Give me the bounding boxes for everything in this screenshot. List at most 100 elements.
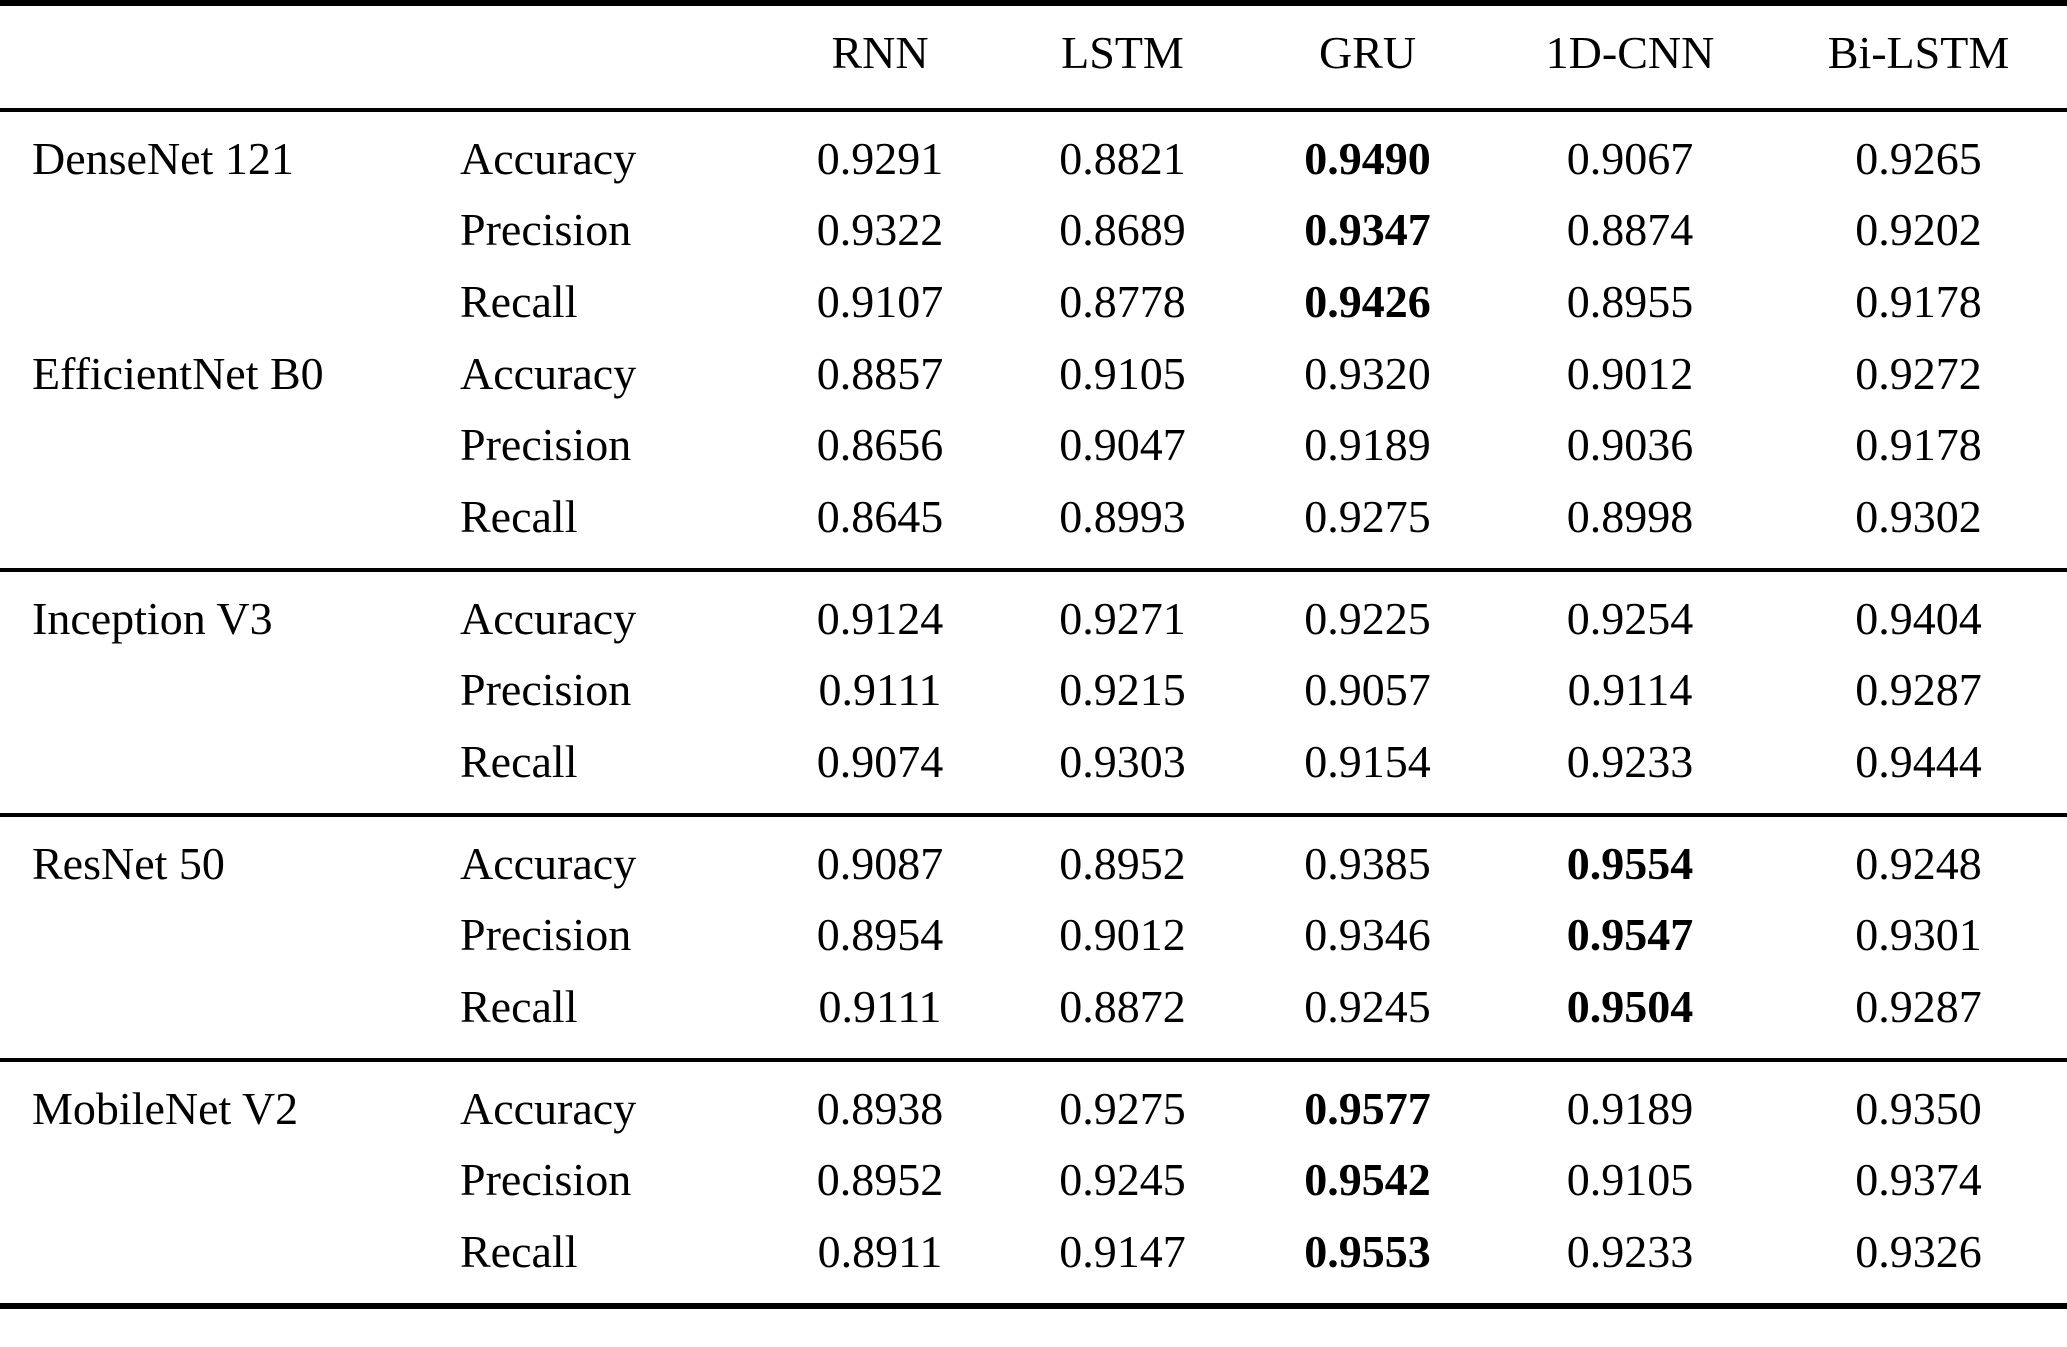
- value-cell: 0.9404: [1855, 592, 1982, 644]
- value-cell: 0.9490: [1304, 132, 1431, 184]
- table-row: MobileNet V2 Accuracy 0.8938 0.9275 0.9577 0.…: [0, 1060, 2067, 1145]
- value-cell: 0.9202: [1855, 204, 1982, 256]
- table-row: Recall 0.9111 0.8872 0.9245 0.9504 0.9287: [0, 971, 2067, 1060]
- value-cell: 0.8998: [1566, 491, 1694, 543]
- value-cell: 0.9326: [1855, 1226, 1982, 1278]
- table-row: EfficientNet B0 Accuracy 0.8857 0.9105 0.932…: [0, 338, 2067, 410]
- value-cell: 0.8938: [816, 1082, 944, 1134]
- value-cell: 0.9504: [1566, 981, 1694, 1033]
- value-cell: 0.8952: [816, 1154, 944, 1206]
- value-cell: 0.9189: [1566, 1082, 1694, 1134]
- value-cell: 0.9577: [1304, 1082, 1431, 1134]
- metric-label-cell: Recall: [460, 276, 578, 328]
- value-cell: 0.9275: [1059, 1082, 1186, 1134]
- value-cell: 0.8872: [1059, 981, 1186, 1033]
- metric-label-cell: Accuracy: [460, 132, 637, 184]
- value-cell: 0.8689: [1059, 204, 1186, 256]
- value-cell: 0.9347: [1304, 204, 1431, 256]
- value-cell: 0.9547: [1566, 909, 1694, 961]
- value-cell: 0.9087: [816, 837, 944, 889]
- value-cell: 0.8993: [1059, 491, 1186, 543]
- results-table: RNN LSTM GRU 1D-CNN Bi-LSTM DenseNet 121…: [0, 0, 2067, 1309]
- value-cell: 0.9067: [1566, 132, 1694, 184]
- value-cell: 0.9374: [1855, 1154, 1982, 1206]
- metric-label-cell: Precision: [460, 1154, 632, 1206]
- table-row: Precision 0.8952 0.9245 0.9542 0.9105 0.9374: [0, 1144, 2067, 1216]
- value-cell: 0.9215: [1059, 664, 1186, 716]
- metric-label-cell: Recall: [460, 491, 578, 543]
- value-cell: 0.9105: [1059, 347, 1186, 399]
- value-cell: 0.8778: [1059, 276, 1186, 328]
- metric-label-cell: Accuracy: [460, 347, 637, 399]
- table-row: Precision 0.8656 0.9047 0.9189 0.9036 0.9178: [0, 409, 2067, 481]
- model-name-cell: [0, 266, 460, 338]
- value-cell: 0.9426: [1304, 276, 1431, 328]
- model-name-cell: MobileNet V2: [32, 1082, 299, 1134]
- value-cell: 0.9154: [1304, 736, 1431, 788]
- model-name-cell: [0, 1216, 460, 1306]
- metric-label-cell: Accuracy: [460, 1082, 637, 1134]
- table-row: ResNet 50 Accuracy 0.9087 0.8952 0.9385 0.955…: [0, 815, 2067, 900]
- metric-label-cell: Recall: [460, 981, 578, 1033]
- value-cell: 0.9233: [1566, 736, 1694, 788]
- value-cell: 0.9301: [1855, 909, 1982, 961]
- value-cell: 0.9245: [1304, 981, 1431, 1033]
- table-row: Inception V3 Accuracy 0.9124 0.9271 0.9225 0.…: [0, 570, 2067, 655]
- value-cell: 0.9111: [818, 664, 942, 716]
- value-cell: 0.9320: [1304, 347, 1431, 399]
- column-header-1d-cnn: 1D-CNN: [1545, 27, 1715, 78]
- value-cell: 0.9107: [816, 276, 944, 328]
- table-group: DenseNet 121 Accuracy 0.9291 0.8821 0.9490 0.…: [0, 110, 2067, 570]
- value-cell: 0.9322: [816, 204, 944, 256]
- table-header-row: RNN LSTM GRU 1D-CNN Bi-LSTM: [0, 3, 2067, 110]
- value-cell: 0.9287: [1855, 981, 1982, 1033]
- model-name-cell: EfficientNet B0: [32, 347, 324, 399]
- metric-label-cell: Recall: [460, 1226, 578, 1278]
- value-cell: 0.9036: [1566, 419, 1694, 471]
- value-cell: 0.8911: [817, 1226, 943, 1278]
- value-cell: 0.9105: [1566, 1154, 1694, 1206]
- value-cell: 0.9189: [1304, 419, 1431, 471]
- value-cell: 0.8874: [1566, 204, 1694, 256]
- value-cell: 0.9245: [1059, 1154, 1186, 1206]
- value-cell: 0.9178: [1855, 276, 1982, 328]
- column-header-gru: GRU: [1318, 27, 1417, 78]
- table-row: Recall 0.9074 0.9303 0.9154 0.9233 0.9444: [0, 726, 2067, 815]
- table-row: Precision 0.8954 0.9012 0.9346 0.9547 0.9301: [0, 899, 2067, 971]
- value-cell: 0.9248: [1855, 837, 1982, 889]
- value-cell: 0.8954: [816, 909, 944, 961]
- value-cell: 0.9346: [1304, 909, 1431, 961]
- value-cell: 0.9287: [1855, 664, 1982, 716]
- model-name-cell: [0, 194, 460, 266]
- value-cell: 0.9074: [816, 736, 944, 788]
- value-cell: 0.9111: [818, 981, 942, 1033]
- metric-label-cell: Precision: [460, 664, 632, 716]
- value-cell: 0.9047: [1059, 419, 1186, 471]
- table-row: Precision 0.9111 0.9215 0.9057 0.9114 0.9287: [0, 654, 2067, 726]
- value-cell: 0.9554: [1566, 837, 1694, 889]
- value-cell: 0.8656: [816, 419, 944, 471]
- model-name-cell: [0, 726, 460, 815]
- table-row: DenseNet 121 Accuracy 0.9291 0.8821 0.9490 0.…: [0, 110, 2067, 195]
- table-row: Recall 0.9107 0.8778 0.9426 0.8955 0.9178: [0, 266, 2067, 338]
- value-cell: 0.9303: [1059, 736, 1186, 788]
- metric-label-cell: Precision: [460, 909, 632, 961]
- value-cell: 0.9124: [816, 592, 944, 644]
- model-name-cell: [0, 899, 460, 971]
- value-cell: 0.9254: [1566, 592, 1694, 644]
- value-cell: 0.8857: [816, 347, 944, 399]
- value-cell: 0.9275: [1304, 491, 1431, 543]
- column-header-rnn: RNN: [831, 27, 929, 78]
- model-name-cell: ResNet 50: [32, 837, 225, 889]
- model-name-cell: [0, 481, 460, 570]
- value-cell: 0.9114: [1567, 664, 1693, 716]
- model-name-cell: [0, 971, 460, 1060]
- model-name-cell: [0, 654, 460, 726]
- model-name-cell: [0, 1144, 460, 1216]
- header-spacer-metric: [460, 3, 760, 110]
- value-cell: 0.9542: [1304, 1154, 1431, 1206]
- column-header-lstm: LSTM: [1061, 27, 1184, 78]
- metric-label-cell: Precision: [460, 204, 632, 256]
- value-cell: 0.9012: [1566, 347, 1694, 399]
